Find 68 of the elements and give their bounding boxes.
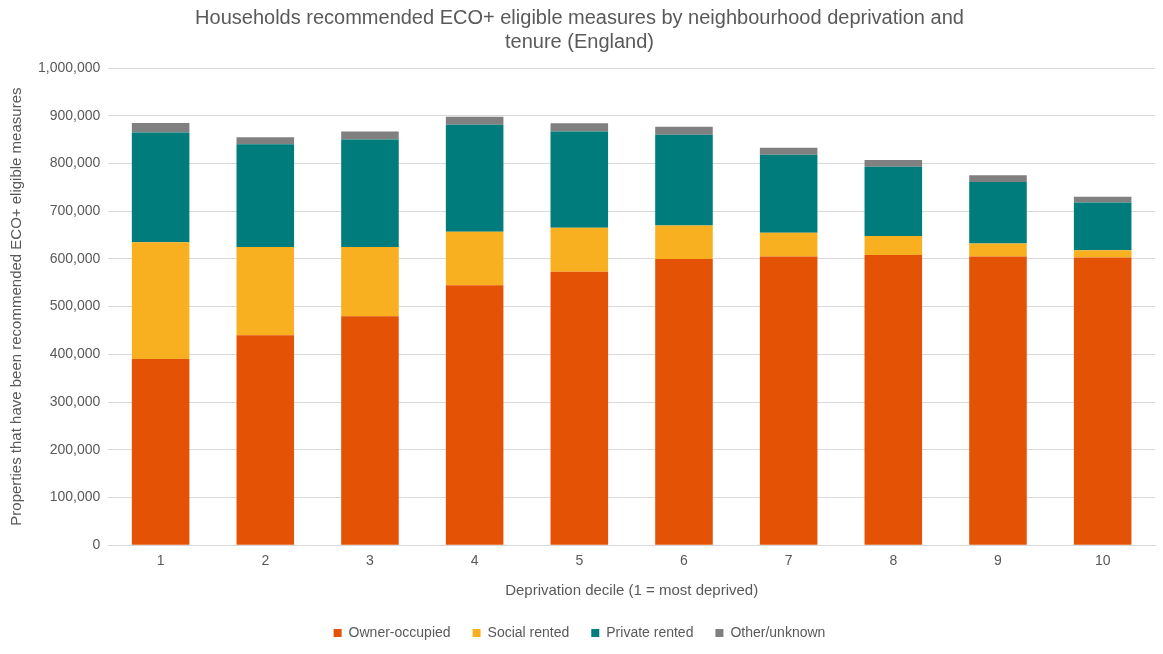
legend-label: Other/unknown — [730, 623, 826, 640]
bar — [969, 182, 1027, 244]
x-tick-label: 3 — [366, 552, 375, 569]
bar — [1073, 202, 1132, 251]
bar — [550, 131, 609, 228]
legend-label: Private rented — [606, 623, 694, 640]
bar — [550, 123, 609, 132]
x-tick-label: 9 — [994, 552, 1003, 569]
bar — [655, 134, 713, 226]
y-tick-label: 1,000,000 — [37, 58, 101, 75]
bar — [969, 175, 1027, 183]
bar — [341, 246, 399, 317]
bar — [341, 131, 399, 140]
y-tick-label: 100,000 — [49, 488, 101, 505]
x-tick-label: 1 — [156, 552, 165, 569]
bar — [236, 246, 295, 336]
bar — [341, 316, 399, 545]
bar — [864, 235, 923, 256]
legend-label: Social rented — [487, 623, 570, 640]
bar — [1073, 257, 1132, 545]
chart-title: Households recommended ECO+ eligible measures by neighbourhood deprivation and tenure (England) — [195, 5, 964, 52]
bar — [445, 116, 504, 125]
legend-label: Owner-occupied — [348, 623, 451, 640]
y-tick-label: 600,000 — [49, 249, 101, 266]
bar — [655, 225, 713, 259]
bar — [445, 285, 504, 545]
bar — [1073, 250, 1132, 258]
bar — [759, 147, 818, 155]
x-tick-label: 8 — [889, 552, 898, 569]
bar — [864, 160, 923, 167]
bar — [341, 139, 399, 247]
bar — [969, 256, 1027, 545]
y-tick-label: 300,000 — [49, 392, 101, 409]
bar — [131, 242, 190, 360]
y-tick-label: 700,000 — [49, 202, 101, 219]
bar — [759, 232, 818, 257]
bar — [1073, 196, 1132, 203]
bar — [550, 271, 609, 545]
x-tick-label: 10 — [1094, 552, 1111, 569]
x-tick-label: 2 — [261, 552, 270, 569]
x-tick-label: 7 — [784, 552, 793, 569]
bar — [655, 126, 713, 135]
bar — [236, 137, 295, 145]
y-tick-label: 800,000 — [49, 154, 101, 171]
y-tick-label: 0 — [92, 536, 101, 553]
bar — [131, 122, 190, 133]
y-tick-label: 900,000 — [49, 106, 101, 123]
bar — [759, 154, 818, 233]
y-axis-title: Properties that have been recommended ECO+ eligible measures — [7, 87, 25, 526]
bar — [131, 132, 190, 243]
bar — [864, 166, 923, 236]
bar — [969, 243, 1027, 257]
bar — [655, 258, 713, 545]
x-tick-label: 4 — [470, 552, 479, 569]
bar — [236, 144, 295, 247]
bar — [759, 256, 818, 545]
bar — [445, 231, 504, 286]
y-tick-label: 500,000 — [49, 297, 101, 314]
bar — [864, 255, 923, 545]
bar — [445, 124, 504, 232]
x-axis-title: Deprivation decile (1 = most deprived) — [505, 581, 759, 599]
x-tick-label: 5 — [575, 552, 584, 569]
x-tick-label: 6 — [680, 552, 689, 569]
bar — [131, 359, 190, 545]
bar — [550, 227, 609, 272]
bar — [236, 335, 295, 545]
y-tick-label: 200,000 — [49, 440, 101, 457]
y-tick-label: 400,000 — [49, 345, 101, 362]
